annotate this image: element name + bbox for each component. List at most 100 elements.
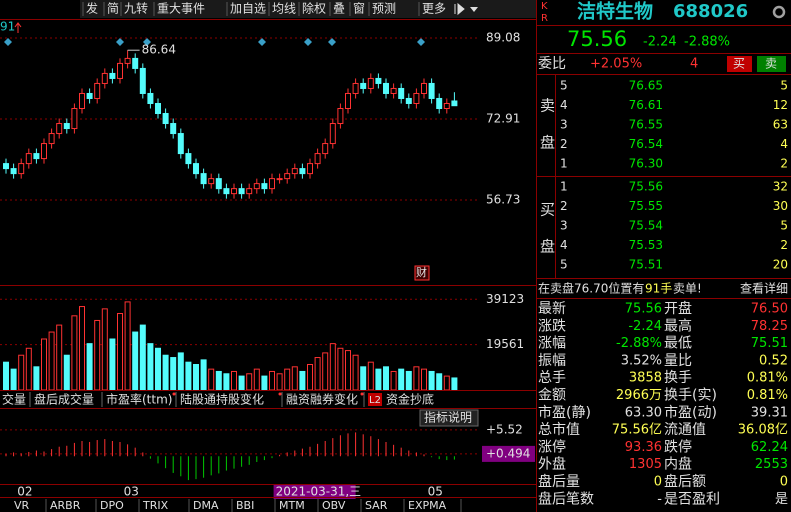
y-tick-label: 56.73: [486, 193, 520, 207]
toolbar-button[interactable]: 重大事件: [157, 2, 205, 16]
order-price: 76.54: [629, 137, 663, 151]
volume-bar: [215, 370, 222, 391]
order-price: 76.61: [629, 98, 663, 112]
volume-bar: [185, 361, 192, 391]
candle-body: [48, 133, 55, 145]
order-volume: 20: [773, 258, 788, 272]
stat-label: 涨幅: [538, 336, 566, 352]
volume-bar: [398, 368, 405, 391]
indicator-tab[interactable]: 市盈率(ttm): [106, 392, 172, 407]
candle-body: [63, 123, 70, 130]
order-ratio-label: 委比: [538, 56, 566, 72]
bottom-tab[interactable]: OBV: [322, 499, 346, 512]
candle-body: [147, 92, 154, 104]
bottom-tab[interactable]: DMA: [193, 499, 219, 512]
bottom-tab[interactable]: MTM: [279, 499, 305, 512]
y-tick-label: +5.52: [486, 422, 523, 436]
bottom-tab[interactable]: BBI: [236, 499, 254, 512]
indicator-tab[interactable]: 交量: [2, 392, 26, 407]
stat-value: 2966万: [616, 388, 662, 403]
indicator-tab[interactable]: 融资融券变化: [286, 392, 358, 407]
candle-body: [109, 72, 116, 79]
tab-dot: [172, 392, 176, 396]
stat-label: 盘后量: [538, 473, 580, 490]
candle-body: [208, 178, 215, 185]
stat-value: -2.24: [628, 319, 662, 334]
stat-value: 0.52: [759, 353, 788, 368]
sell-button-bg[interactable]: [757, 56, 786, 72]
help-button[interactable]: 指标说明: [424, 410, 472, 425]
toolbar-icon[interactable]: [454, 2, 465, 16]
order-price: 75.54: [629, 219, 663, 233]
volume-bar: [307, 364, 313, 391]
toolbar-button[interactable]: 窗: [353, 2, 365, 16]
toolbar-button[interactable]: 除权: [302, 1, 326, 16]
candle-body: [276, 178, 283, 181]
buy-button-bg[interactable]: [727, 56, 752, 72]
bottom-tab[interactable]: ARBR: [50, 499, 81, 512]
volume-bar: [314, 357, 321, 391]
candle-body: [390, 87, 397, 94]
signal-label: 91: [0, 20, 15, 34]
volume-bar: [421, 368, 427, 391]
volume-bar: [360, 366, 367, 391]
candle-body: [291, 168, 298, 175]
order-price: 76.30: [629, 157, 663, 171]
volume-bar: [132, 331, 139, 391]
candle-body: [329, 123, 336, 145]
volume-bar: [155, 347, 161, 391]
order-level: 3: [560, 219, 568, 233]
alert-link[interactable]: 查看详细: [740, 281, 788, 296]
settings-icon[interactable]: [772, 5, 786, 19]
candle-body: [71, 107, 78, 130]
bottom-tab[interactable]: TRIX: [142, 499, 169, 512]
toolbar-button[interactable]: 简: [107, 2, 119, 16]
toolbar-button[interactable]: 预测: [372, 2, 396, 16]
indicator-tab[interactable]: 资金抄底: [386, 392, 434, 407]
y-tick-label: 72.91: [486, 111, 520, 125]
y-tick-label: +0.494: [486, 446, 530, 460]
toolbar-button[interactable]: 九转: [124, 1, 148, 16]
bottom-tab[interactable]: EXPMA: [408, 499, 447, 512]
volume-bar: [405, 370, 412, 391]
sell-button[interactable]: 卖: [765, 57, 777, 71]
candle-body: [18, 163, 25, 175]
flag: R: [541, 13, 548, 24]
order-level: 4: [560, 98, 568, 112]
stat-value: 0: [780, 475, 788, 490]
toolbar-dropdown[interactable]: [470, 7, 478, 12]
stat-value: 76.50: [751, 302, 788, 317]
candle-body: [117, 62, 123, 79]
buy-button[interactable]: 买: [733, 57, 745, 71]
volume-bar: [413, 366, 420, 391]
toolbar-button[interactable]: 均线: [272, 2, 296, 16]
candle-body: [170, 123, 177, 135]
bottom-tab[interactable]: SAR: [365, 499, 388, 512]
volume-bar: [451, 377, 458, 391]
indicator-tab[interactable]: 陆股通持股变化: [180, 392, 264, 407]
order-level: 5: [560, 258, 568, 272]
volume-bar: [94, 319, 101, 391]
help-button-bg[interactable]: [419, 409, 479, 427]
order-side: 盘: [540, 238, 555, 256]
order-side: 盘: [540, 134, 555, 152]
bottom-tab[interactable]: VR: [14, 499, 30, 512]
toolbar-button[interactable]: 发: [86, 1, 98, 16]
stat-value: 75.56亿: [612, 423, 662, 438]
order-price: 76.55: [629, 118, 663, 132]
volume-bar: [223, 373, 230, 391]
indicator-tab[interactable]: 盘后成交量: [34, 392, 94, 407]
x-tick-label: 05: [428, 485, 443, 499]
x-tick-label: 02: [17, 485, 32, 499]
toolbar-button[interactable]: 更多: [422, 2, 446, 16]
candle-body: [215, 178, 222, 190]
finance-badge: 财: [416, 265, 427, 279]
candle-body: [33, 153, 40, 160]
candle-body: [360, 82, 367, 89]
candle-body: [261, 183, 268, 190]
toolbar-button[interactable]: 叠: [333, 2, 345, 16]
volume-bar: [253, 368, 260, 391]
toolbar-button[interactable]: 加自选: [230, 2, 266, 16]
bottom-tab[interactable]: DPO: [100, 499, 124, 512]
